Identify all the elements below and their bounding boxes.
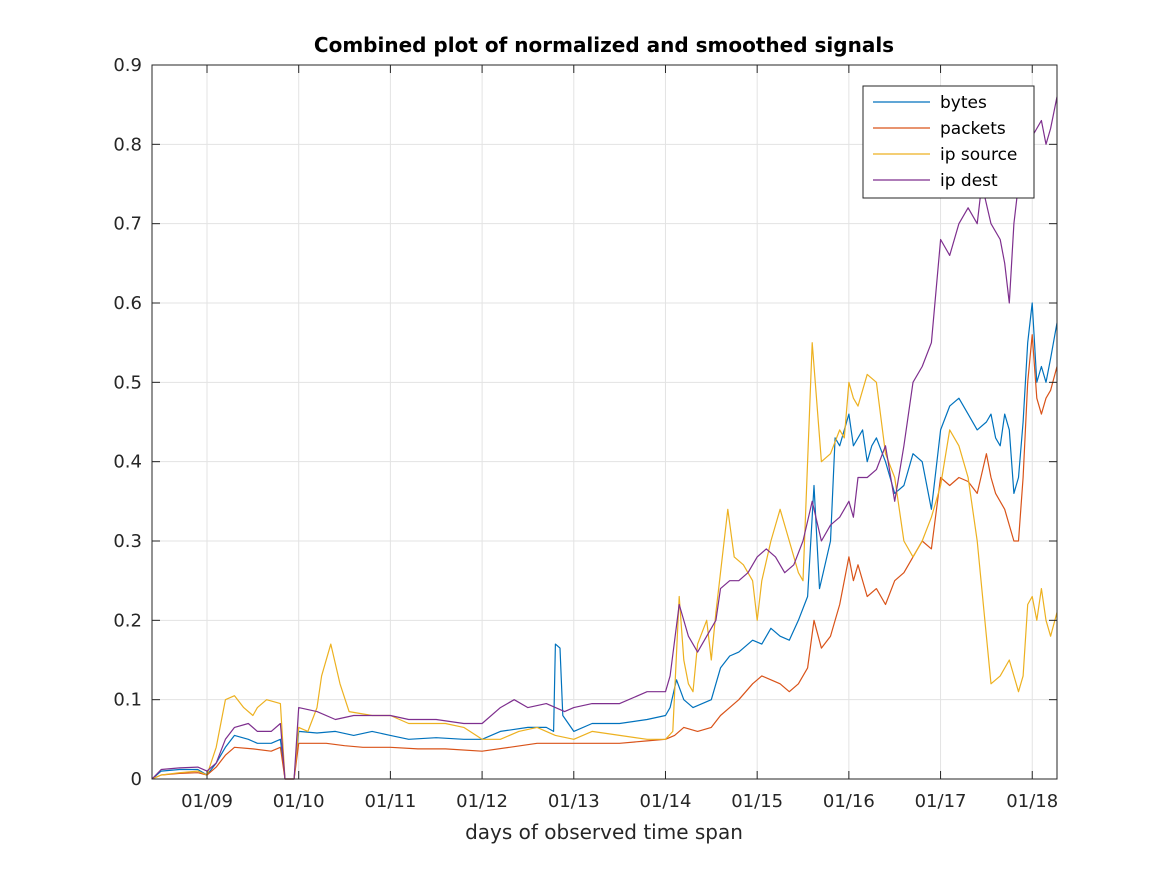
y-tick-label: 0.9 xyxy=(113,55,142,76)
series-lines xyxy=(151,96,1058,780)
y-tick-label: 0.3 xyxy=(113,531,142,552)
ticks: 0 0.1 0.2 0.3 0.4 0.5 0.6 0.7 0.8 0.9 01/09 01/10 01… xyxy=(113,55,1058,812)
y-tick-label: 0.1 xyxy=(113,690,142,711)
x-tick-label: 01/14 xyxy=(640,791,692,812)
x-tick-label: 01/11 xyxy=(364,791,416,812)
series-line-packets xyxy=(151,334,1058,780)
series-line-bytes xyxy=(151,302,1058,780)
y-tick-label: 0.7 xyxy=(113,214,142,235)
chart-title: Combined plot of normalized and smoothed… xyxy=(314,33,894,57)
legend-label: bytes xyxy=(940,93,987,113)
x-tick-label: 01/09 xyxy=(181,791,233,812)
legend-box xyxy=(862,85,1035,199)
y-tick-label: 0.2 xyxy=(113,610,142,631)
plot-frame xyxy=(151,64,1058,780)
x-tick-label: 01/10 xyxy=(273,791,325,812)
x-tick-label: 01/15 xyxy=(731,791,783,812)
legend-label: packets xyxy=(940,119,1006,139)
x-tick-label: 01/16 xyxy=(823,791,875,812)
x-tick-label: 01/17 xyxy=(915,791,967,812)
legend-label: ip dest xyxy=(940,171,998,191)
legend-label: ip source xyxy=(940,145,1017,165)
legend: bytes packets ip source ip dest xyxy=(862,85,1035,199)
x-tick-label: 01/18 xyxy=(1006,791,1058,812)
y-tick-label: 0.4 xyxy=(113,452,142,473)
y-tick-label: 0 xyxy=(131,769,142,790)
x-axis-title: days of observed time span xyxy=(465,820,743,844)
series-line-ip-source xyxy=(151,342,1058,780)
x-tick-label: 01/12 xyxy=(456,791,508,812)
y-tick-label: 0.5 xyxy=(113,372,142,393)
grid xyxy=(152,64,1057,780)
y-tick-label: 0.8 xyxy=(113,134,142,155)
x-tick-label: 01/13 xyxy=(548,791,600,812)
series-line-ip-dest xyxy=(151,96,1058,780)
y-tick-label: 0.6 xyxy=(113,293,142,314)
